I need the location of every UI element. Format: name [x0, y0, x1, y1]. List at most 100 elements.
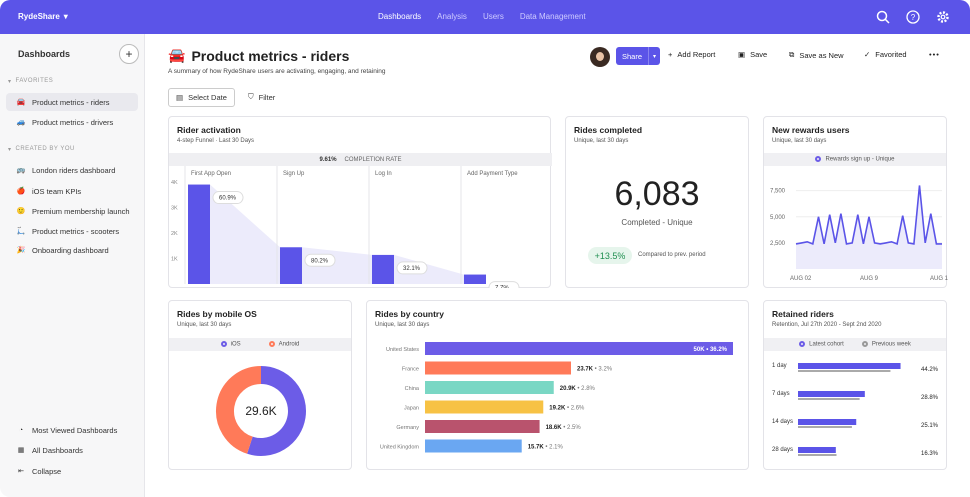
favorited-button[interactable]: ✓ Favorited: [864, 50, 907, 59]
add-dashboard-button[interactable]: +: [119, 44, 139, 64]
country-label: United States: [386, 347, 419, 353]
conversion-pill: [304, 253, 336, 267]
sidebar-all-dashboards[interactable]: ▦ All Dashboards: [17, 445, 83, 455]
nav-dashboards[interactable]: Dashboards: [378, 12, 422, 21]
country-bar-chart: United States 50K • 36.2% France 23.7K • 3.…: [380, 342, 733, 453]
calendar-icon: ▤: [176, 93, 184, 102]
country-value-label: 15.7K • 2.1%: [528, 445, 564, 451]
retention-row-label: 1 day: [772, 363, 787, 369]
funnel-step-label: Sign Up: [283, 171, 305, 177]
sidebar-item-product-metrics-riders[interactable]: 🚘 Product metrics - riders: [6, 93, 138, 111]
card-subtitle: 4-step Funnel · Last 30 Days: [177, 138, 255, 144]
funnel-step-label: Add Payment Type: [467, 171, 518, 177]
top-nav: Dashboards Analysis Users Data Managemen…: [378, 12, 586, 21]
completion-rate-bar: 9.61% COMPLETION RATE: [169, 153, 552, 166]
legend-ios[interactable]: iOS: [220, 341, 241, 348]
funnel-bar: [372, 254, 394, 284]
select-date-button[interactable]: ▤ Select Date: [168, 88, 235, 107]
country-bar: [425, 420, 540, 433]
chevron-down-icon[interactable]: ▾: [648, 47, 660, 65]
nav-data-management[interactable]: Data Management: [519, 12, 586, 21]
country-value-label: 50K • 36.2%: [694, 347, 728, 353]
retention-value-label: 16.3%: [921, 451, 939, 457]
y-tick-label: 4K: [171, 180, 178, 186]
completion-rate-value: 9.61%: [319, 156, 337, 163]
rides-completed-value: 6,083: [614, 175, 700, 213]
rides-completed-card[interactable]: Rides completed Unique, last 30 days 6,0…: [565, 116, 749, 288]
country-bar: [425, 361, 571, 375]
rider-activation-card[interactable]: Rider activation 4-step Funnel · Last 30…: [168, 116, 552, 288]
new-rewards-card[interactable]: New rewards users Unique, last 30 days R…: [763, 116, 948, 288]
completion-rate-label: COMPLETION RATE: [344, 156, 402, 163]
brand-name: RydeShare: [18, 12, 60, 21]
mobile-os-card[interactable]: Rides by mobile OS Unique, last 30 days …: [168, 300, 352, 470]
y-tick-label: 5,000: [770, 215, 786, 221]
legend-latest-cohort[interactable]: Latest cohort: [799, 341, 844, 348]
legend-item[interactable]: Rewards sign up - Unique: [815, 156, 895, 163]
retained-card[interactable]: Retained riders Retention, Jul 27th 2020…: [763, 300, 947, 470]
card-title: Retained riders: [772, 309, 834, 319]
donut-chart: [216, 366, 306, 456]
check-icon: ✓: [864, 50, 871, 59]
card-title: Rides by mobile OS: [177, 309, 257, 319]
sidebar-collapse[interactable]: ⇤ Collapse: [6, 462, 138, 480]
country-label: France: [402, 367, 419, 373]
brand-switcher[interactable]: RydeShare ▾: [18, 12, 68, 21]
sidebar-title: Dashboards: [18, 49, 71, 59]
country-card[interactable]: Rides by country Unique, last 30 days Un…: [366, 300, 749, 470]
country-value-label: 20.9K • 2.8%: [560, 386, 596, 392]
country-bar: [425, 439, 522, 453]
legend-previous-week[interactable]: Previous week: [861, 341, 911, 348]
more-icon[interactable]: •••: [929, 50, 940, 59]
retention-row-label: 7 days: [772, 391, 790, 397]
svg-text:?: ?: [911, 13, 916, 22]
chevron-down-icon: ▾: [8, 147, 12, 153]
funnel-chart: 4K 3K 2K 1K First App Open 60.9% Sign Up 80.2% L…: [171, 166, 520, 288]
conversion-rate-label: 7.7%: [495, 286, 509, 288]
chevron-down-icon: ▾: [63, 12, 68, 21]
y-tick-label: 2K: [171, 231, 178, 237]
x-tick-label: AUG 16: [930, 276, 948, 282]
rides-completed-label: Completed - Unique: [621, 218, 693, 227]
party-icon: 🎉: [16, 247, 26, 254]
share-button[interactable]: Share ▾: [616, 47, 660, 65]
save-as-new-button[interactable]: ⧉ Save as New: [789, 50, 844, 60]
sidebar-item-premium-membership[interactable]: 🙂 Premium membership launch: [16, 206, 130, 216]
sidebar-item-product-metrics-drivers[interactable]: 🚙 Product metrics - drivers: [16, 117, 114, 127]
main-content: 🚘 Product metrics - riders A summary of …: [146, 34, 970, 497]
favorites-section-label[interactable]: ▾ FAVORITES: [8, 78, 54, 85]
nav-analysis[interactable]: Analysis: [437, 12, 467, 21]
nav-users[interactable]: Users: [482, 12, 504, 21]
card-title: Rides completed: [574, 125, 643, 135]
sidebar-item-scooters[interactable]: 🛴 Product metrics - scooters: [16, 226, 120, 236]
y-tick-label: 2,500: [770, 241, 786, 247]
donut-slice-android: [216, 366, 262, 454]
card-subtitle: Unique, last 30 days: [574, 138, 629, 144]
funnel-bar: [188, 184, 210, 284]
save-button[interactable]: ▣ Save: [738, 50, 768, 59]
search-icon[interactable]: [874, 8, 892, 26]
legend-android[interactable]: Android: [268, 341, 299, 348]
gear-icon[interactable]: [934, 8, 952, 26]
sidebar-item-onboarding[interactable]: 🎉 Onboarding dashboard: [16, 245, 109, 255]
help-icon[interactable]: ?: [904, 8, 922, 26]
created-section-label[interactable]: ▾ CREATED BY YOU: [8, 146, 75, 153]
save-icon: ▣: [738, 50, 746, 59]
sidebar-item-ios-team[interactable]: 🍎 iOS team KPIs: [16, 186, 82, 196]
avatar[interactable]: [590, 47, 610, 67]
funnel-bar: [464, 274, 486, 284]
country-value-label: 23.7K • 3.2%: [577, 367, 613, 373]
add-report-button[interactable]: + Add Report: [668, 50, 716, 59]
conversion-rate-label: 80.2%: [311, 258, 329, 264]
funnel-step-label: First App Open: [191, 171, 231, 177]
sidebar-most-viewed[interactable]: ◔ Most Viewed Dashboards: [6, 421, 138, 439]
filter-button[interactable]: ⛉ Filter: [248, 92, 276, 102]
card-title: Rides by country: [375, 309, 444, 319]
sidebar-item-london-riders[interactable]: 🚌 London riders dashboard: [16, 165, 116, 175]
retention-bar: [798, 363, 901, 369]
retention-value-label: 28.8%: [921, 395, 939, 401]
bus-icon: 🚌: [16, 167, 26, 174]
conversion-pill: [488, 281, 520, 288]
car-icon: 🚘: [168, 47, 186, 63]
card-title: New rewards users: [772, 125, 850, 135]
